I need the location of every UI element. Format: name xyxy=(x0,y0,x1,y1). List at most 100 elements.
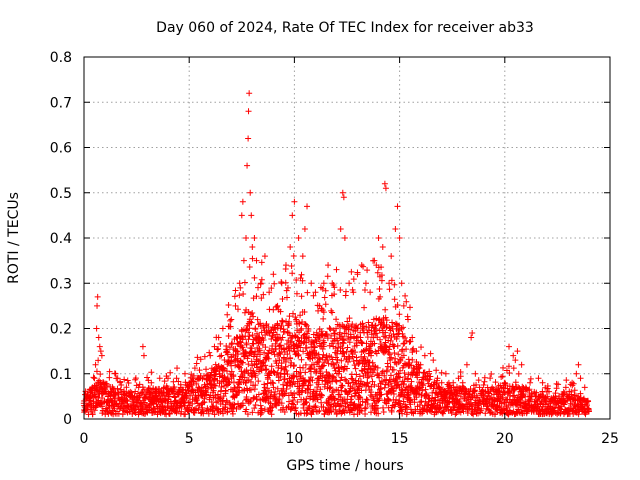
data-point xyxy=(568,388,575,395)
data-point xyxy=(377,341,384,348)
data-point xyxy=(148,379,155,386)
data-point xyxy=(318,391,325,398)
data-point xyxy=(333,378,340,385)
data-point xyxy=(371,257,378,264)
data-point xyxy=(94,394,101,401)
data-point xyxy=(506,343,513,350)
data-point xyxy=(144,388,151,395)
data-point xyxy=(585,406,592,413)
data-point xyxy=(535,375,542,382)
data-point xyxy=(510,352,517,359)
data-point xyxy=(472,387,479,394)
data-point xyxy=(404,376,411,383)
data-point xyxy=(514,348,521,355)
data-point xyxy=(217,340,224,347)
data-point xyxy=(509,393,516,400)
data-point xyxy=(394,301,401,308)
data-point xyxy=(374,371,381,378)
data-point xyxy=(480,388,487,395)
data-point xyxy=(386,346,393,353)
data-point xyxy=(405,356,412,363)
data-point xyxy=(284,371,291,378)
data-point xyxy=(303,345,310,352)
data-point xyxy=(255,378,262,385)
data-point xyxy=(291,198,298,205)
data-point xyxy=(336,329,343,336)
data-point xyxy=(216,395,223,402)
data-point xyxy=(469,402,476,409)
data-point xyxy=(211,411,218,418)
data-point xyxy=(235,380,242,387)
y-tick-label: 0.6 xyxy=(50,141,72,157)
data-point xyxy=(92,361,99,368)
data-point xyxy=(302,378,309,385)
data-point xyxy=(281,409,288,416)
data-point xyxy=(273,331,280,338)
data-point xyxy=(232,287,239,294)
data-point xyxy=(407,398,414,405)
data-point xyxy=(393,396,400,403)
data-point xyxy=(515,406,522,413)
data-point xyxy=(548,411,555,418)
y-tick-label: 0.4 xyxy=(50,231,72,247)
data-point xyxy=(245,135,252,142)
data-point xyxy=(272,345,279,352)
data-point xyxy=(329,373,336,380)
data-point xyxy=(177,384,184,391)
data-point xyxy=(345,335,352,342)
data-point xyxy=(169,388,176,395)
data-point xyxy=(362,280,369,287)
data-point xyxy=(387,372,394,379)
data-point xyxy=(236,280,243,287)
data-point xyxy=(421,352,428,359)
data-point xyxy=(298,271,305,278)
data-point xyxy=(506,369,513,376)
data-point xyxy=(382,399,389,406)
data-point xyxy=(301,308,308,315)
data-point xyxy=(375,235,382,241)
data-point xyxy=(182,379,189,386)
data-point xyxy=(253,353,260,360)
data-point xyxy=(350,276,357,283)
data-point xyxy=(250,367,257,374)
data-point xyxy=(342,403,349,410)
data-point xyxy=(145,404,152,411)
data-point xyxy=(261,253,268,260)
data-point xyxy=(358,407,365,414)
data-point xyxy=(539,393,546,400)
data-point xyxy=(526,386,533,393)
data-point xyxy=(505,388,512,395)
data-point xyxy=(254,316,261,323)
data-point xyxy=(421,369,428,376)
data-point xyxy=(309,377,316,384)
data-point xyxy=(304,203,311,210)
data-point xyxy=(336,391,343,398)
data-point xyxy=(98,403,105,410)
data-point xyxy=(249,332,256,339)
data-point xyxy=(419,381,426,388)
data-point xyxy=(326,372,333,379)
data-point xyxy=(331,330,338,337)
data-point xyxy=(282,262,289,269)
data-point xyxy=(205,385,212,392)
data-point xyxy=(319,346,326,353)
data-point xyxy=(110,393,117,400)
data-point xyxy=(339,189,346,196)
data-point xyxy=(378,391,385,398)
data-point xyxy=(285,330,292,337)
data-point xyxy=(289,270,296,277)
data-point xyxy=(136,381,143,388)
x-tick-labels: 0 5 10 15 20 25 xyxy=(80,431,619,447)
data-point xyxy=(270,329,277,336)
data-point xyxy=(459,379,466,386)
data-point xyxy=(337,225,344,232)
data-point xyxy=(248,319,255,326)
data-point xyxy=(348,268,355,275)
data-point xyxy=(374,269,381,276)
data-point xyxy=(401,370,408,377)
data-point xyxy=(276,396,283,403)
data-point xyxy=(361,353,368,360)
data-point xyxy=(274,385,281,392)
data-point xyxy=(320,309,327,316)
data-point xyxy=(365,319,372,326)
